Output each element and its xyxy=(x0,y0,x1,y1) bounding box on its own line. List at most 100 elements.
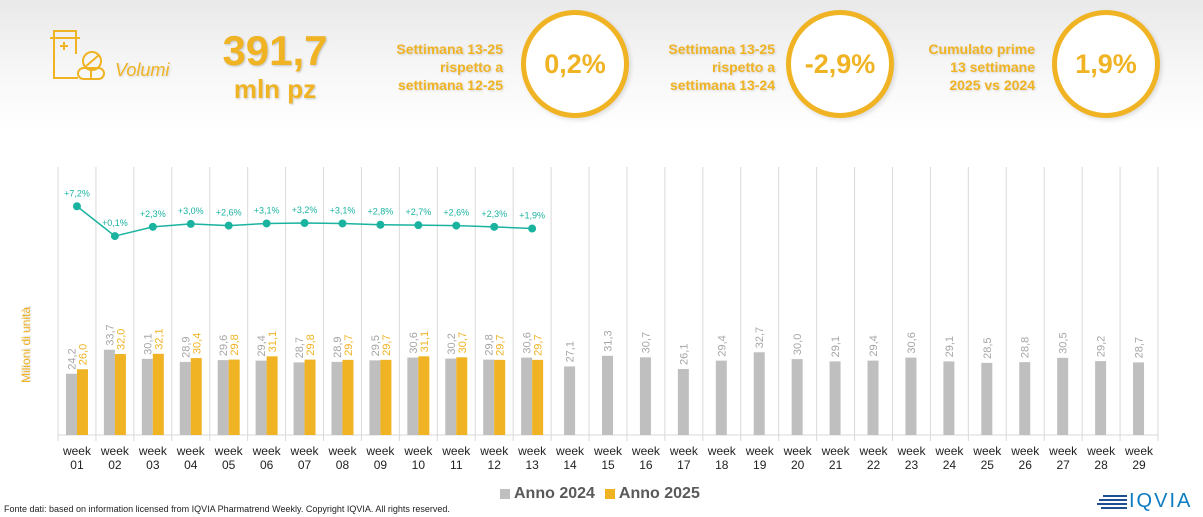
growth-label: +3,1% xyxy=(330,205,356,215)
growth-point xyxy=(72,202,81,211)
x-tick-label: week xyxy=(290,444,320,458)
growth-point xyxy=(376,220,385,229)
bar-label-2024: 28,9 xyxy=(180,336,192,357)
bar-2024 xyxy=(331,361,343,435)
x-tick-label: week xyxy=(327,444,357,458)
bar-2025 xyxy=(266,356,278,435)
x-tick-label: 24 xyxy=(943,458,957,472)
iqvia-logo-lines-icon xyxy=(1097,494,1127,509)
growth-point xyxy=(452,221,461,230)
bar-label-2024: 28,5 xyxy=(982,337,994,358)
kpi-total: 391,7 mln pz xyxy=(205,27,345,105)
bar-2024 xyxy=(639,357,651,435)
bar-label-2024: 30,2 xyxy=(446,333,458,354)
x-tick-label: 03 xyxy=(146,458,160,472)
x-tick-label: 14 xyxy=(563,458,577,472)
x-tick-label: 15 xyxy=(601,458,615,472)
x-tick-label: 01 xyxy=(70,458,84,472)
x-tick-label: week xyxy=(593,444,623,458)
bar-label-2024: 30,6 xyxy=(906,332,918,353)
bar-2024 xyxy=(141,358,153,435)
bar-label-2024: 29,4 xyxy=(256,335,268,356)
x-tick-label: 04 xyxy=(184,458,198,472)
bar-2025 xyxy=(76,369,88,435)
bar-2024 xyxy=(103,349,115,435)
bar-label-2025: 29,7 xyxy=(381,334,393,355)
comparison-badge-yoy-week: -2,9% xyxy=(786,10,894,118)
growth-label: +1,9% xyxy=(519,211,545,221)
bar-label-2024: 28,7 xyxy=(294,337,306,358)
bar-label-2025: 29,8 xyxy=(305,334,317,355)
bar-2024 xyxy=(1057,357,1069,435)
x-tick-label: week xyxy=(517,444,547,458)
growth-point xyxy=(110,232,119,241)
x-tick-label: week xyxy=(1124,444,1154,458)
x-tick-label: week xyxy=(100,444,130,458)
growth-point xyxy=(148,222,157,231)
bar-label-2024: 32,7 xyxy=(754,327,766,348)
growth-label: +3,0% xyxy=(178,206,204,216)
bar-2025 xyxy=(494,359,506,435)
bar-label-2025: 29,8 xyxy=(229,334,241,355)
x-tick-label: week xyxy=(1048,444,1078,458)
x-tick-label: 19 xyxy=(753,458,767,472)
x-tick-label: week xyxy=(555,444,585,458)
bar-2024 xyxy=(369,360,381,435)
bar-label-2025: 29,7 xyxy=(495,334,507,355)
medicine-bottle-pills-icon xyxy=(50,30,105,80)
bar-label-2024: 29,5 xyxy=(370,335,382,356)
growth-point xyxy=(338,219,347,228)
data-source-note: Fonte dati: based on information license… xyxy=(4,504,450,514)
bar-2024 xyxy=(715,360,727,435)
chart-legend: Anno 2024 Anno 2025 xyxy=(500,485,700,503)
bar-label-2025: 29,7 xyxy=(343,334,355,355)
x-tick-label: week xyxy=(896,444,926,458)
x-tick-label: week xyxy=(707,444,737,458)
x-tick-label: week xyxy=(631,444,661,458)
x-tick-label: week xyxy=(821,444,851,458)
x-tick-label: 28 xyxy=(1094,458,1108,472)
x-tick-label: 02 xyxy=(108,458,122,472)
x-tick-label: 13 xyxy=(525,458,539,472)
x-tick-label: week xyxy=(62,444,92,458)
bar-label-2024: 33,7 xyxy=(104,324,116,345)
x-tick-label: 09 xyxy=(374,458,388,472)
bar-2024 xyxy=(255,360,267,435)
x-tick-label: 08 xyxy=(336,458,350,472)
bar-2025 xyxy=(152,353,164,435)
x-tick-label: week xyxy=(403,444,433,458)
x-tick-label: week xyxy=(441,444,471,458)
bar-2025 xyxy=(456,357,468,435)
x-tick-label: week xyxy=(479,444,509,458)
growth-point xyxy=(528,224,537,233)
bar-2024 xyxy=(1019,362,1031,435)
growth-label: +2,3% xyxy=(140,209,166,219)
bar-label-2025: 31,1 xyxy=(419,331,431,352)
growth-label: +2,6% xyxy=(443,208,469,218)
bar-label-2025: 26,0 xyxy=(77,344,89,365)
growth-point xyxy=(262,219,271,228)
kpi-total-value: 391,7 xyxy=(222,27,328,74)
growth-point xyxy=(186,219,195,228)
bar-label-2024: 28,7 xyxy=(1134,337,1146,358)
x-tick-label: week xyxy=(1010,444,1040,458)
x-tick-label: 11 xyxy=(450,458,463,472)
x-tick-label: 27 xyxy=(1056,458,1070,472)
bar-label-2024: 30,7 xyxy=(640,332,652,353)
bar-2024 xyxy=(407,357,419,435)
growth-label: +2,3% xyxy=(481,209,507,219)
legend-item-2024: Anno 2024 xyxy=(500,485,595,503)
x-tick-label: week xyxy=(365,444,395,458)
bar-2025 xyxy=(114,354,126,435)
comparison-label-weekly: Settimana 13-25 rispetto a settimana 12-… xyxy=(396,41,503,93)
x-tick-label: week xyxy=(783,444,813,458)
bar-2024 xyxy=(677,368,689,435)
comparison-badge-weekly: 0,2% xyxy=(521,10,629,118)
bar-label-2025: 32,0 xyxy=(115,329,127,350)
x-tick-label: 06 xyxy=(260,458,274,472)
bar-2024 xyxy=(753,352,765,435)
bar-label-2024: 29,1 xyxy=(830,336,842,357)
x-tick-label: week xyxy=(138,444,168,458)
bar-2024 xyxy=(791,359,803,435)
